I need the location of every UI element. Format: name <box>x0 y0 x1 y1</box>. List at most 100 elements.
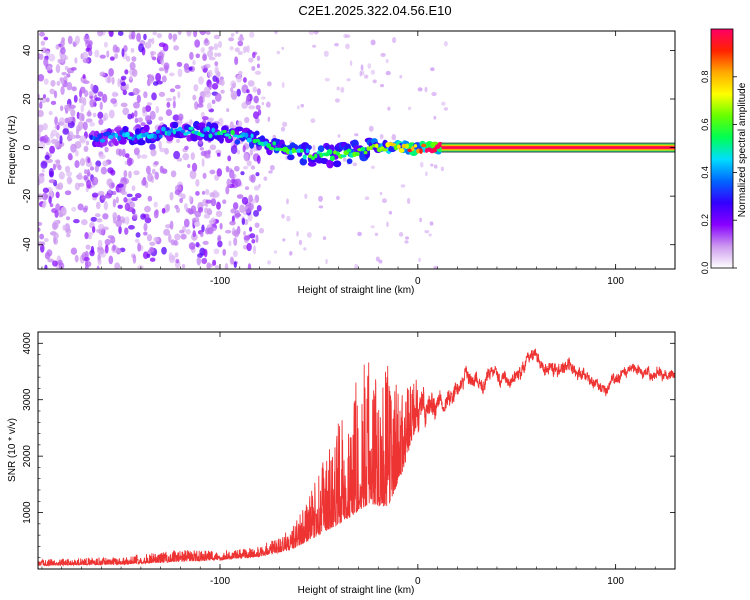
noise-blob <box>177 31 182 36</box>
noise-blob <box>282 238 286 242</box>
noise-blob <box>154 171 159 180</box>
noise-blob <box>123 170 128 178</box>
noise-blob <box>168 32 173 40</box>
noise-blob <box>124 227 129 235</box>
noise-blob <box>42 123 48 131</box>
noise-blob <box>103 201 109 211</box>
noise-blob <box>97 31 104 37</box>
noise-blob <box>38 174 45 184</box>
noise-blob <box>425 171 428 177</box>
snr-panel: -100 0 100 1000 2000 3000 4000 Height of strai… <box>7 331 676 596</box>
noise-blob <box>248 105 256 110</box>
spectrogram-frame <box>37 30 676 270</box>
noise-blob <box>219 222 223 230</box>
noise-blob <box>117 204 123 209</box>
noise-blob <box>42 94 47 99</box>
noise-blob <box>368 125 374 132</box>
noise-blob <box>98 154 106 160</box>
noise-blob <box>208 56 216 61</box>
noise-blob <box>169 88 176 93</box>
noise-blob <box>430 67 435 72</box>
noise-blob <box>340 86 345 93</box>
noise-blob <box>177 68 183 78</box>
noise-blob <box>204 154 211 159</box>
noise-blob <box>188 195 192 203</box>
noise-blob <box>41 202 46 209</box>
noise-blob <box>209 144 217 151</box>
noise-blob <box>102 93 108 103</box>
noise-blob <box>252 111 260 120</box>
noise-blob <box>181 264 186 268</box>
noise-blob <box>334 98 340 103</box>
noise-blob <box>133 147 140 156</box>
noise-blob <box>211 83 219 90</box>
noise-blob <box>255 172 260 177</box>
noise-blob <box>440 101 446 106</box>
noise-blob <box>281 46 285 50</box>
noise-blob <box>70 108 76 117</box>
noise-blob <box>236 88 241 97</box>
signal-core <box>316 150 321 155</box>
noise-blob <box>172 114 180 121</box>
noise-blob <box>210 198 217 207</box>
noise-blob <box>55 159 61 169</box>
noise-blob <box>70 247 78 255</box>
noise-blob <box>313 31 319 35</box>
noise-blob <box>198 96 204 105</box>
spectrogram-xtick-label: -100 <box>210 276 230 287</box>
noise-blob <box>134 117 139 124</box>
noise-blob <box>246 242 252 252</box>
noise-blob <box>207 69 213 78</box>
noise-blob <box>117 78 121 88</box>
noise-blob <box>230 33 235 37</box>
noise-blob <box>66 73 71 78</box>
noise-blob <box>38 241 43 247</box>
noise-blob <box>136 94 141 104</box>
noise-blob <box>431 91 437 97</box>
noise-blob <box>105 192 112 199</box>
colorbar-tick-label: 0.2 <box>700 214 710 227</box>
spectrogram-ylabel: Frequency (Hz) <box>7 116 18 185</box>
noise-blob <box>433 164 438 169</box>
noise-blob <box>195 241 200 248</box>
noise-blob <box>224 262 229 269</box>
noise-blob <box>124 69 129 75</box>
signal-core <box>208 133 213 139</box>
noise-blob <box>86 168 91 177</box>
colorbar-tick-label: 0.0 <box>700 262 710 275</box>
noise-blob <box>73 218 80 224</box>
noise-blob <box>398 232 404 237</box>
noise-blob <box>96 218 103 223</box>
noise-blob <box>143 91 148 99</box>
noise-blob <box>95 160 102 167</box>
noise-blob <box>121 48 125 58</box>
noise-blob <box>194 101 199 110</box>
noise-blob <box>146 102 153 106</box>
noise-blob <box>74 149 79 157</box>
noise-blob <box>195 179 200 187</box>
noise-blob <box>112 44 118 53</box>
noise-blob <box>158 67 165 72</box>
noise-blob <box>193 31 198 38</box>
signal-core <box>366 146 371 152</box>
noise-blob <box>208 117 215 122</box>
noise-blob <box>375 256 380 262</box>
noise-blob <box>200 111 205 118</box>
noise-blob <box>229 169 235 179</box>
noise-blob <box>242 165 249 170</box>
signal-core <box>104 131 112 136</box>
noise-blob <box>95 201 101 210</box>
noise-blob <box>152 56 157 61</box>
noise-blob <box>111 76 115 85</box>
signal-core <box>346 148 352 153</box>
signal-halo <box>136 139 146 146</box>
noise-blob <box>392 37 397 44</box>
noise-blob <box>229 220 236 226</box>
noise-blob <box>256 63 261 69</box>
signal-core <box>158 134 163 139</box>
noise-blob <box>70 143 77 153</box>
noise-blob <box>165 203 171 212</box>
noise-blob <box>242 144 246 153</box>
noise-blob <box>132 213 138 220</box>
noise-blob <box>161 168 168 174</box>
